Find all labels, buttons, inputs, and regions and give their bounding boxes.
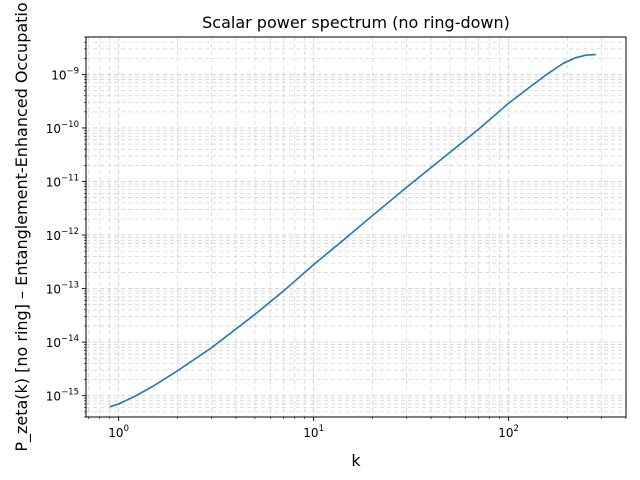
y-tick-label: 10−11 [46, 174, 79, 190]
series-layer [109, 53, 596, 408]
x-tick-label: 102 [498, 424, 519, 440]
series-line [109, 53, 596, 408]
x-tick-label: 101 [303, 424, 324, 440]
y-tick-label: 10−10 [46, 120, 79, 136]
x-tick-label: 100 [108, 424, 129, 440]
y-tick-label: 10−12 [46, 227, 79, 243]
y-tick-label: 10−15 [46, 388, 79, 404]
y-axis-label: P_zeta(k) [no ring] – Entanglement-Enhan… [12, 2, 32, 451]
y-tick-label: 10−13 [46, 281, 79, 297]
axis-ticks: 100 101 102 10−15 10−14 10−13 10−12 10−11 10−10 1… [46, 36, 627, 440]
y-tick-label: 10−9 [51, 66, 79, 82]
grid-lines [86, 36, 627, 418]
y-tick-label: 10−14 [46, 334, 79, 350]
x-axis-label: k [351, 451, 361, 470]
chart-title: Scalar power spectrum (no ring-down) [202, 13, 510, 32]
plot-frame [85, 36, 627, 418]
